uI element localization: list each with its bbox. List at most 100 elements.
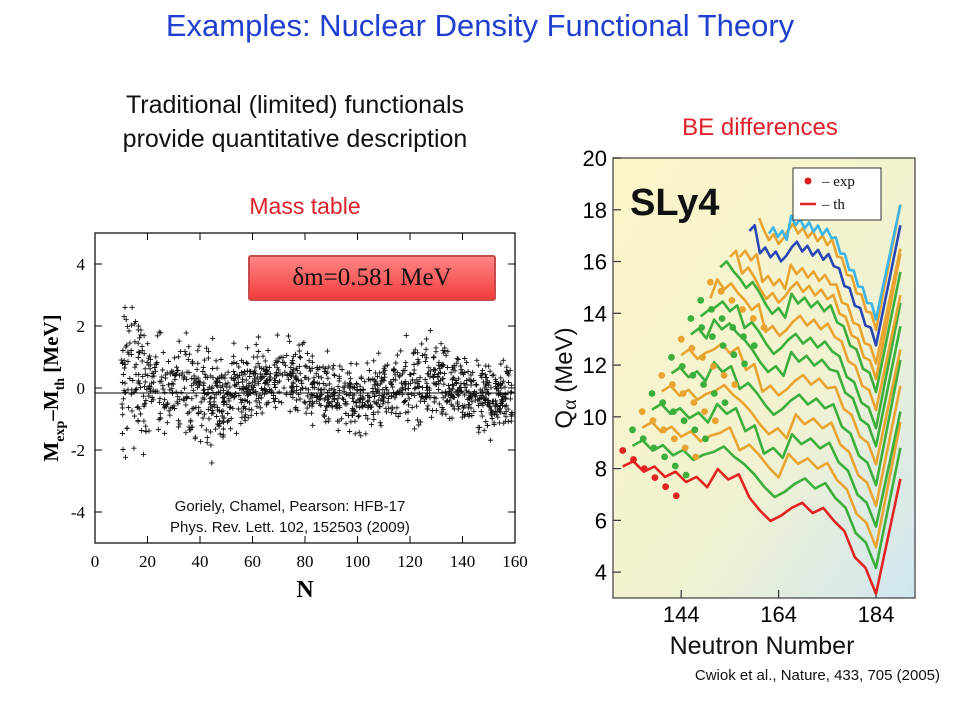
mass-x-tick-label: 0 xyxy=(91,552,100,571)
be-differences-heading: BE differences xyxy=(682,114,838,141)
q-exp-point xyxy=(689,372,697,379)
q-exp-point xyxy=(671,462,679,470)
q-y-label-alpha: α xyxy=(559,399,581,410)
rms-deviation-text: δm=0.581 MeV xyxy=(292,264,452,291)
q-series-line-124 xyxy=(748,224,902,347)
q-exp-point xyxy=(669,381,676,388)
q-series-line-112 xyxy=(690,318,902,448)
q-y-tick-label: 16 xyxy=(583,250,607,275)
q-y-label-unit: (MeV) xyxy=(551,327,578,392)
q-y-tick-label: 8 xyxy=(595,457,607,482)
q-exp-point xyxy=(710,390,718,397)
slide-title: Examples: Nuclear Density Functional The… xyxy=(165,8,795,43)
q-exp-point xyxy=(668,353,675,361)
q-exp-point xyxy=(630,456,637,463)
q-y-tick-label: 18 xyxy=(583,198,607,223)
q-exp-point xyxy=(679,390,687,397)
mass-x-tick-label: 60 xyxy=(244,552,261,571)
q-y-tick-label: 20 xyxy=(583,150,607,171)
y-label-unit: [MeV] xyxy=(39,314,63,372)
mass-y-tick-label: 2 xyxy=(77,317,86,336)
q-exp-point xyxy=(629,426,636,434)
q-exp-point xyxy=(730,351,738,359)
q-exp-point xyxy=(677,335,685,343)
legend-th-label: – th xyxy=(821,197,845,213)
q-y-tick-label: 4 xyxy=(595,560,607,585)
y-label-m1: M xyxy=(39,442,63,462)
q-alpha-citation: Cwiok et al., Nature, 433, 705 (2005) xyxy=(694,667,940,684)
q-exp-point xyxy=(671,435,678,443)
q-exp-point xyxy=(692,453,700,461)
q-y-tick-label: 14 xyxy=(583,301,607,326)
citation-line-1: Goriely, Chamel, Pearson: HFB-17 xyxy=(174,498,406,515)
q-exp-point xyxy=(700,381,707,388)
q-x-tick-label: 164 xyxy=(760,602,797,627)
mass-x-tick-label: 80 xyxy=(297,552,314,571)
q-exp-point xyxy=(670,408,677,415)
q-exp-point xyxy=(707,278,714,286)
q-series-line-110 xyxy=(680,342,902,466)
mass-residual-points xyxy=(118,304,515,466)
q-exp-point xyxy=(701,408,708,415)
q-exp-point xyxy=(681,444,689,452)
q-exp-point xyxy=(690,399,698,406)
q-exp-point xyxy=(658,372,666,379)
q-exp-point xyxy=(720,372,728,379)
q-exp-point xyxy=(731,381,739,388)
q-exp-point xyxy=(648,390,656,397)
q-exp-point xyxy=(711,417,719,425)
q-x-tick-label: 184 xyxy=(858,602,895,627)
q-exp-point xyxy=(749,315,757,322)
q-exp-point xyxy=(719,342,727,349)
q-exp-point xyxy=(661,453,668,461)
q-exp-point xyxy=(691,426,699,434)
q-exp-point xyxy=(662,483,669,491)
rms-deviation-badge: δm=0.581 MeV xyxy=(248,255,496,301)
mass-y-tick-label: 4 xyxy=(77,255,86,274)
q-exp-point xyxy=(709,333,716,340)
citation-line-2: Phys. Rev. Lett. 102, 152503 (2009) xyxy=(170,519,410,536)
q-y-label-q: Q xyxy=(551,410,578,429)
subtitle: Traditional (limited) functionals provid… xyxy=(60,88,530,156)
q-exp-point xyxy=(660,426,668,434)
q-series-line-No xyxy=(641,420,902,549)
y-label-th: th xyxy=(53,378,68,391)
mass-x-tick-label: 100 xyxy=(345,552,371,571)
q-series-line-Hs xyxy=(670,359,902,487)
q-exp-point xyxy=(651,474,659,481)
legend-exp-label: – exp xyxy=(821,174,855,190)
q-series-line-120 xyxy=(728,249,902,381)
q-series-line-128 xyxy=(767,204,902,321)
mass-x-axis-label: N xyxy=(296,577,314,603)
q-exp-point xyxy=(638,408,646,415)
q-series-line-114 xyxy=(699,300,902,430)
y-label-m2: M xyxy=(39,390,63,410)
q-exp-point xyxy=(740,333,747,340)
q-exp-point xyxy=(699,353,706,361)
q-exp-point xyxy=(729,324,737,331)
mass-x-tick-label: 20 xyxy=(139,552,156,571)
y-label-exp: exp xyxy=(53,421,68,442)
q-exp-point xyxy=(760,324,768,331)
model-label: SLy4 xyxy=(630,182,719,224)
mass-x-tick-label: 140 xyxy=(450,552,476,571)
q-exp-point xyxy=(718,315,726,322)
q-legend: – exp – th xyxy=(792,167,882,221)
mass-x-tick-label: 40 xyxy=(192,552,209,571)
mass-table-citation: Goriely, Chamel, Pearson: HFB-17 Phys. R… xyxy=(115,496,465,538)
legend-box xyxy=(792,167,882,221)
q-series-line-122 xyxy=(738,248,902,365)
q-exp-point xyxy=(688,344,696,352)
q-exp-point xyxy=(680,417,688,425)
q-exp-point xyxy=(678,363,686,370)
q-exp-point xyxy=(741,360,748,368)
q-y-tick-label: 6 xyxy=(595,508,607,533)
q-series-line-118 xyxy=(719,260,902,394)
q-exp-point xyxy=(697,297,705,304)
q-exp-point xyxy=(659,399,667,406)
q-exp-point xyxy=(687,315,695,322)
q-series-line-126 xyxy=(757,204,902,332)
q-series-line-Sg xyxy=(660,383,902,508)
q-y-tick-label: 10 xyxy=(583,405,607,430)
